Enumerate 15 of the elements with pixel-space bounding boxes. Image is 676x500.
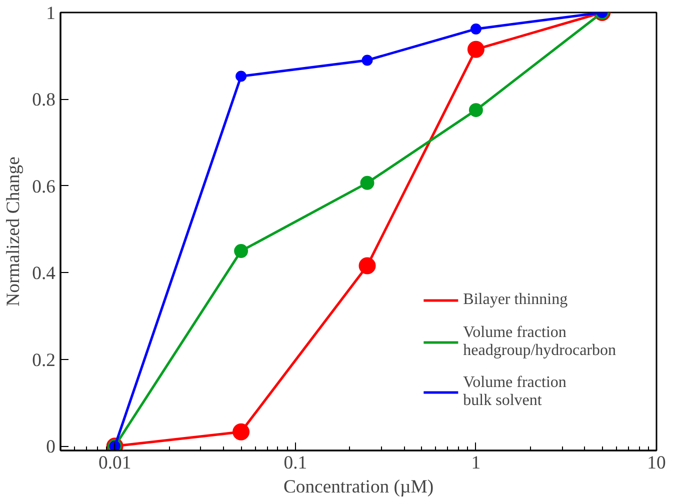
x-tick-label: 1 (471, 452, 481, 474)
y-tick-label: 0.4 (32, 263, 56, 284)
x-tick-label: 0.1 (284, 452, 308, 474)
legend-label: Volume fraction headgroup/hydrocarbon (463, 324, 616, 360)
x-tick-label: 0.01 (98, 452, 132, 474)
y-tick-label: 0.2 (32, 350, 56, 371)
legend-label: Volume fraction bulk solvent (463, 374, 566, 410)
y-axis-title: Normalized Change (3, 156, 24, 306)
y-tick-label: 0.8 (32, 90, 56, 111)
x-axis-title: Concentration (µM) (283, 476, 434, 498)
y-tick-label: 1 (46, 3, 56, 24)
y-tick-label: 0 (46, 436, 56, 458)
legend-label: Bilayer thinning (463, 291, 568, 309)
y-tick-label: 0.6 (32, 176, 56, 198)
x-tick-label: 10 (647, 452, 666, 474)
